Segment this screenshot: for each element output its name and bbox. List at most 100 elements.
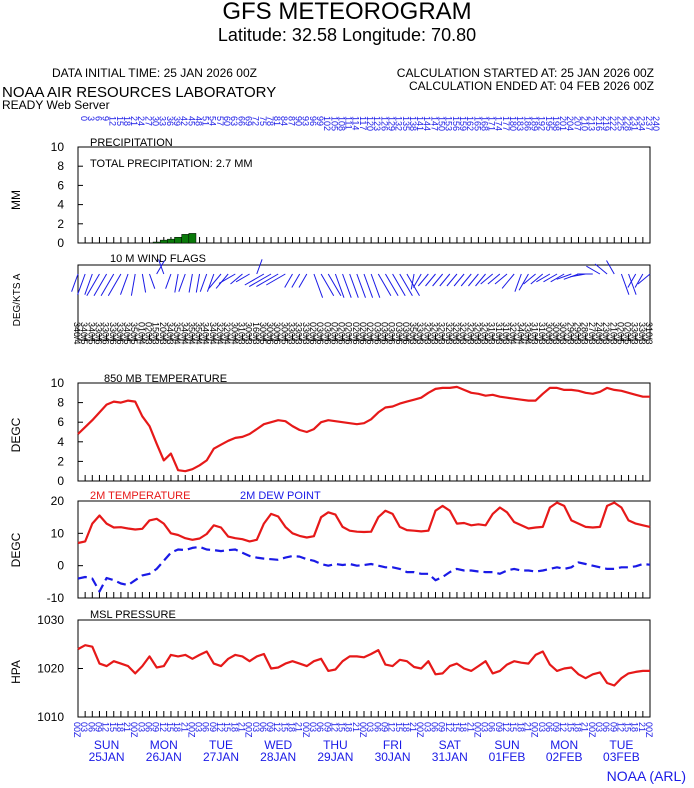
wind-flag-label: 320/3 (444, 322, 454, 345)
hour-label: 105 (329, 116, 339, 131)
precip-bar (167, 238, 175, 244)
wind-flag (410, 273, 415, 290)
hour-label: 168 (479, 116, 489, 131)
wind-flag-label: 300/3 (244, 322, 254, 345)
wind-flag (586, 265, 601, 275)
hour-label: 153 (444, 116, 454, 131)
wind-flag-label: 290/3 (565, 322, 575, 345)
utc-label: 15 (108, 722, 118, 732)
utc-label: 18 (172, 722, 182, 732)
hour-label: 114 (351, 116, 361, 130)
wind-flag-label: 350/4 (172, 322, 182, 345)
hour-label: 30 (151, 116, 161, 126)
hour-label: 24 (136, 116, 146, 126)
day-of-week-label: THU (323, 738, 348, 752)
wind-flag (523, 273, 536, 285)
wind-flag (494, 273, 508, 285)
wind-flag-label: 030/6 (322, 322, 332, 345)
wind-flag (208, 273, 222, 289)
wind-flag (284, 273, 293, 288)
hour-label: 171 (487, 116, 497, 131)
wind-flag (195, 273, 201, 293)
y-tick-label: 8 (57, 396, 64, 410)
precip-bar (188, 233, 197, 244)
utc-label: 09 (151, 722, 161, 732)
utc-label: 09 (437, 722, 447, 732)
date-label: 31JAN (432, 750, 468, 764)
wind-flag-label: 310/3 (487, 322, 497, 345)
wind-flag-label: 020/6 (337, 322, 347, 345)
pressure-line (77, 644, 650, 687)
wind-flag (313, 273, 324, 298)
wind-flag (156, 260, 165, 275)
precip-bar (181, 234, 190, 244)
wind-flag-label: 020/6 (358, 322, 368, 345)
hour-label: 123 (372, 116, 382, 131)
wind-flag-label: 340/5 (79, 322, 89, 345)
utc-label: 06 (315, 722, 325, 732)
wind-flag (543, 273, 558, 283)
utc-label: 03 (79, 722, 89, 732)
utc-label: 06 (201, 722, 211, 732)
hour-label: 180 (508, 116, 518, 131)
hour-label: 111 (344, 116, 354, 130)
hour-label: 15 (115, 116, 125, 126)
hour-label: 210 (580, 116, 590, 131)
utc-label: 09 (208, 722, 218, 732)
wind-flag (334, 273, 345, 298)
wind-flag-label: 320/4 (508, 322, 518, 345)
wind-flag-label: 330/6 (93, 322, 103, 345)
utc-label: 03 (365, 722, 375, 732)
wind-flag-label: 340/4 (201, 322, 211, 345)
hour-label: 9 (100, 116, 110, 121)
location-subtitle: Latitude: 32.58 Longitude: 70.80 (217, 25, 477, 45)
hour-label: 6 (93, 116, 103, 121)
y-tick-label: 1020 (37, 662, 64, 676)
hour-label: 27 (143, 116, 153, 126)
day-of-week-label: TUE (209, 738, 233, 752)
utc-label: 21 (637, 722, 647, 732)
utc-label: 03 (308, 722, 318, 732)
wind-flag (165, 273, 172, 289)
wind-flag-label: 020/6 (344, 322, 354, 345)
wind-flag (174, 273, 179, 293)
hour-label: 42 (179, 116, 189, 126)
wind-flag (432, 273, 444, 287)
hour-label: 150 (437, 116, 447, 131)
wind-flag (439, 273, 451, 287)
wind-flag-label: 320/3 (430, 322, 440, 345)
utc-label: 09 (494, 722, 504, 732)
wind-flag-label: 020/6 (308, 322, 318, 345)
hour-label: 162 (465, 116, 475, 131)
wind-flag-label: 350/4 (194, 322, 204, 345)
wind-flag (518, 273, 529, 291)
wind-flag (501, 273, 515, 289)
day-of-week-label: SUN (94, 738, 119, 752)
day-of-week-label: WED (264, 738, 292, 752)
date-label: 29JAN (317, 750, 353, 764)
wind-flag (71, 273, 79, 292)
y-axis-title: DEG/KTS A (12, 273, 23, 326)
wind-flag-label: 300/5 (279, 322, 289, 345)
wind-flag (453, 273, 465, 287)
precip-bar (152, 241, 161, 244)
wind-flag-label: 020/5 (615, 322, 625, 345)
hour-label: 174 (494, 116, 504, 131)
hour-label: 84 (279, 116, 289, 126)
utc-label: 00Z (129, 722, 139, 738)
wind-flag (606, 260, 615, 275)
hour-label: 186 (522, 116, 532, 131)
hour-label: 192 (537, 116, 547, 131)
wind-flag-label: 330/6 (115, 322, 125, 345)
wind-flag-label: 030/6 (315, 322, 325, 345)
legend-2m-dew-point: 2M DEW POINT (240, 490, 321, 502)
wind-flag-label: 320/3 (480, 322, 490, 345)
hour-label: 78 (265, 116, 275, 126)
hour-label: 165 (472, 116, 482, 131)
wind-flag-label: 270/3 (587, 322, 597, 345)
hour-label: 195 (544, 116, 554, 131)
day-of-week-label: TUE (609, 738, 633, 752)
hour-label: 207 (572, 116, 582, 131)
date-label: 03FEB (603, 750, 640, 764)
wind-flag (320, 273, 335, 297)
